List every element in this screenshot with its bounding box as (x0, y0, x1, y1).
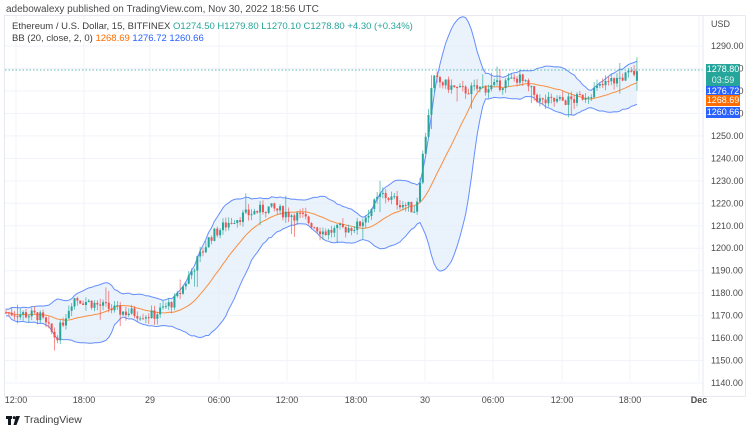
open-value: O1274.50 (173, 21, 215, 32)
bb-basis-value: 1268.69 (95, 33, 130, 44)
time-tick-label: 12:00 (551, 395, 574, 405)
symbol-name: Ethereum / U.S. Dollar, 15, BITFINEX (12, 21, 171, 32)
bb-basis-tag: 1268.69 (706, 95, 740, 106)
price-tick-label: 1180.00 (711, 288, 743, 298)
bb-lower-line (5, 95, 638, 344)
symbol-legend-row[interactable]: Ethereum / U.S. Dollar, 15, BITFINEX O12… (12, 21, 413, 33)
bar-countdown: 03:59 (711, 75, 735, 85)
chart-legend: Ethereum / U.S. Dollar, 15, BITFINEX O12… (12, 21, 413, 45)
price-tick-label: 1170.00 (711, 311, 743, 321)
chart-frame (4, 15, 746, 397)
time-tick-label: 12:00 (276, 395, 299, 405)
time-tick-label: 18:00 (619, 395, 642, 405)
change-value: +4.30 (+0.34%) (347, 21, 413, 32)
price-tick-label: 1150.00 (711, 356, 743, 366)
tradingview-logo-icon (6, 415, 20, 425)
time-axis[interactable]: 12:00 18:00 29 06:00 12:00 18:00 30 06:00 12:00 1… (5, 395, 708, 405)
time-tick-label: 18:00 (345, 395, 368, 405)
high-value: H1279.80 (217, 21, 259, 32)
price-tick-label: 1220.00 (711, 198, 744, 208)
brand-name: TradingView (24, 414, 82, 426)
price-tick-label: 1240.00 (711, 153, 744, 163)
last-price-value: 1278.80 (706, 64, 740, 74)
bb-lower-tag: 1260.66 (706, 107, 740, 118)
publisher-line: adebowalexy published on TradingView.com… (6, 4, 319, 15)
last-price-tag: 1278.80 03:59 (706, 64, 740, 86)
currency-label: USD (711, 19, 731, 29)
price-tick-label: 1190.00 (711, 266, 743, 276)
price-tick-label: 1290.00 (711, 41, 744, 51)
price-tick-label: 1200.00 (711, 243, 744, 253)
time-tick-label: 18:00 (73, 395, 96, 405)
bb-upper-value: 1276.72 (132, 33, 167, 44)
time-tick-label: 29 (145, 395, 155, 405)
candlestick-series (5, 57, 638, 351)
price-tick-label: 1140.00 (711, 378, 743, 388)
bb-indicator-label: BB (20, close, 2, 0) (12, 33, 93, 44)
time-tick-label: Dec (691, 395, 708, 405)
time-tick-label: 06:00 (208, 395, 231, 405)
price-tick-label: 1230.00 (711, 176, 744, 186)
bb-lower-value: 1260.66 (169, 33, 204, 44)
time-tick-label: 06:00 (482, 395, 505, 405)
price-tick-label: 1160.00 (711, 333, 743, 343)
close-value: C1278.80 (303, 21, 345, 32)
bb-fill (6, 16, 637, 344)
bb-legend-row[interactable]: BB (20, close, 2, 0) 1268.69 1276.72 126… (12, 33, 413, 45)
price-tick-label: 1250.00 (711, 131, 744, 141)
bb-upper-line (6, 16, 638, 310)
time-tick-label: 12:00 (5, 395, 28, 405)
bb-upper-tag: 1276.72 (706, 86, 740, 97)
bollinger-bands (5, 16, 638, 344)
low-value: L1270.10 (261, 21, 301, 32)
price-tick-label: 1210.00 (711, 221, 744, 231)
footer-branding[interactable]: TradingView (6, 414, 82, 426)
time-tick-label: 30 (420, 395, 430, 405)
